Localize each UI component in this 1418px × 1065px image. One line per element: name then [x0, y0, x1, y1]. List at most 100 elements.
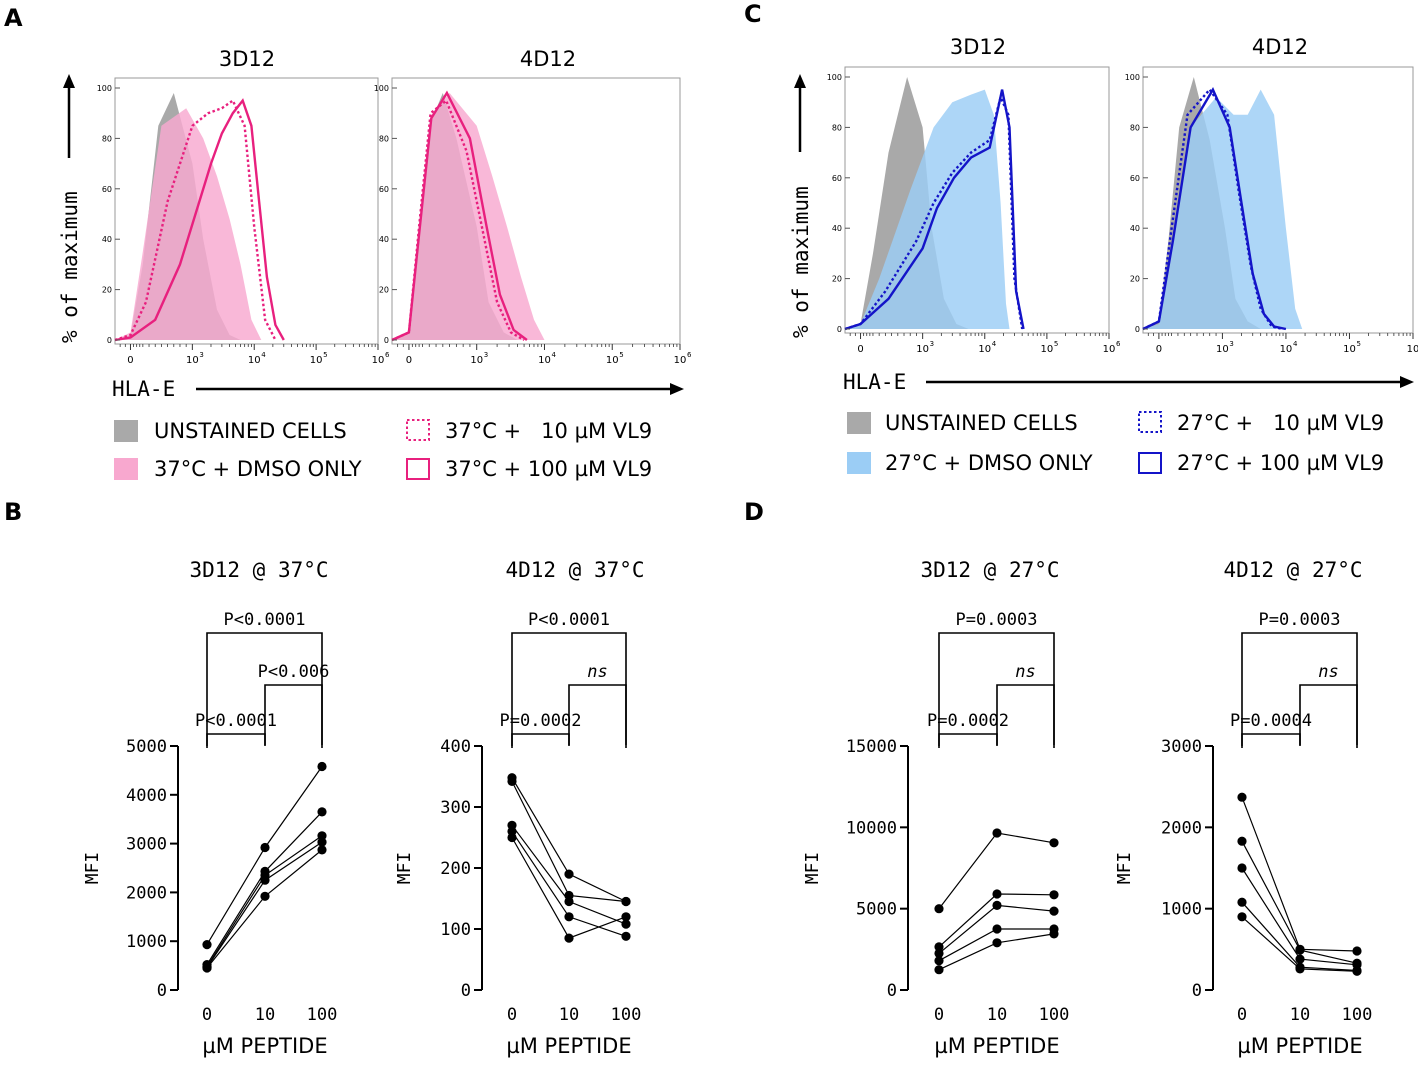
- y-tick-label: 40: [379, 235, 389, 244]
- data-point: [1049, 838, 1059, 848]
- legend-c-swatch-vl9-100: [1138, 452, 1162, 474]
- x-tick-label: 10: [248, 355, 261, 366]
- significance-label: P=0.0003: [956, 610, 1038, 630]
- hist-c-ylabel-arrowhead: [794, 74, 806, 88]
- dotplot-d-3d12: 3D12 @ 27°C 0 5000 10000 15000 MFI 0 10 100 µM PE…: [802, 558, 1069, 1058]
- y-tick-label: 80: [379, 134, 389, 143]
- x-tick-label: 10: [470, 355, 483, 366]
- significance-label: P=0.0003: [1259, 610, 1341, 630]
- data-point: [621, 931, 631, 941]
- x-tick-label: 10: [1407, 344, 1418, 355]
- data-point: [934, 965, 944, 975]
- y-axis-label: MFI: [82, 852, 103, 885]
- x-tick-label: 10: [1041, 344, 1054, 355]
- significance-bracket: [264, 684, 323, 745]
- data-point: [507, 832, 517, 843]
- legend-c-swatch-dmso: [847, 452, 871, 474]
- x-tick-label: 10: [1280, 344, 1293, 355]
- data-point: [992, 938, 1002, 948]
- x-tick-exponent: 6: [1116, 340, 1121, 348]
- significance-bracket: [1299, 684, 1358, 745]
- data-point: [1049, 929, 1059, 939]
- legend-c: UNSTAINED CELLS 27°C + DMSO ONLY 27°C + …: [847, 411, 1384, 475]
- x-tick-label: 10: [916, 344, 929, 355]
- data-point: [317, 807, 327, 817]
- x-tick-label: 100: [1342, 1005, 1373, 1025]
- y-tick-label: 0: [384, 336, 389, 345]
- data-point: [1237, 836, 1247, 846]
- data-point: [202, 940, 212, 950]
- x-tick-label: 10: [987, 1005, 1007, 1025]
- x-tick-label: 10: [559, 1005, 579, 1025]
- x-tick-label: 10: [1343, 344, 1356, 355]
- replicate-line: [511, 777, 627, 903]
- y-tick-label: 20: [102, 286, 112, 295]
- series-dmso-area: [115, 108, 262, 340]
- y-tick-label: 0: [1192, 981, 1202, 1001]
- panel-letter-c: C: [744, 0, 762, 28]
- dotplot-title: 4D12 @ 37°C: [505, 558, 644, 582]
- x-tick-label: 0: [857, 344, 863, 355]
- data-point: [934, 948, 944, 959]
- series-vl9-100-line: [114, 98, 285, 342]
- series-vl9-100-line: [1142, 86, 1287, 331]
- y-tick-label: 100: [827, 73, 842, 82]
- panel-letter-a: A: [4, 4, 23, 32]
- hist-a-ylabel-arrowhead: [63, 74, 75, 88]
- dotplot-title: 4D12 @ 27°C: [1223, 558, 1362, 582]
- y-tick-label: 200: [440, 859, 471, 879]
- x-tick-exponent: 6: [385, 351, 390, 359]
- y-tick-label: 15000: [846, 737, 897, 757]
- legend-c-label-vl9-100: 27°C + 100 µM VL9: [1177, 451, 1384, 475]
- replicate-line: [511, 837, 627, 939]
- x-tick-label: 10: [606, 355, 619, 366]
- series-vl9-100-line: [391, 90, 528, 342]
- significance-label: P=0.0002: [500, 711, 582, 731]
- y-tick-label: 4000: [126, 786, 167, 806]
- hist-a-xlabel: HLA-E: [112, 377, 175, 401]
- y-tick-label: 5000: [856, 900, 897, 920]
- x-tick-label: 10: [538, 355, 551, 366]
- y-tick-label: 0: [1135, 325, 1140, 334]
- y-tick-label: 2000: [126, 883, 167, 903]
- y-tick-label: 2000: [1161, 818, 1202, 838]
- x-tick-label: 10: [372, 355, 385, 366]
- panel-letter-b: B: [4, 498, 22, 526]
- legend-a: UNSTAINED CELLS 37°C + DMSO ONLY 37°C + …: [114, 419, 652, 481]
- hist-a-ylabel: % of maximum: [58, 191, 82, 343]
- data-point: [564, 896, 574, 907]
- y-tick-label: 80: [832, 123, 842, 132]
- hist-c-ylabel: % of maximum: [789, 186, 813, 338]
- data-point: [992, 900, 1002, 911]
- x-tick-label: 0: [127, 355, 133, 366]
- y-tick-label: 100: [97, 84, 112, 93]
- x-tick-exponent: 3: [930, 340, 934, 348]
- x-tick-exponent: 4: [992, 340, 997, 348]
- hist-a-xlabel-arrowhead: [670, 383, 684, 395]
- y-tick-label: 0: [461, 981, 471, 1001]
- data-point: [317, 837, 327, 847]
- replicate-line: [206, 841, 323, 968]
- data-point: [1049, 890, 1059, 900]
- x-tick-label: 0: [202, 1005, 212, 1025]
- hist-c-xlabel-arrowhead: [1400, 376, 1414, 388]
- data-point: [934, 904, 944, 914]
- data-point: [1237, 912, 1247, 922]
- histogram-title: 4D12: [1252, 35, 1308, 59]
- significance-label: ns: [1015, 662, 1035, 682]
- histogram-title: 3D12: [950, 35, 1006, 59]
- y-tick-label: 400: [440, 737, 471, 757]
- significance-label: P=0.0004: [1230, 711, 1312, 731]
- y-tick-label: 20: [379, 286, 389, 295]
- data-point: [1049, 906, 1059, 916]
- y-tick-label: 100: [374, 84, 389, 93]
- x-tick-exponent: 3: [199, 351, 203, 359]
- significance-label: ns: [587, 662, 607, 682]
- y-tick-label: 300: [440, 798, 471, 818]
- significance-bracket: [568, 684, 627, 745]
- y-tick-label: 0: [157, 981, 167, 1001]
- legend-a-swatch-dmso: [114, 458, 138, 480]
- x-tick-exponent: 3: [1229, 340, 1233, 348]
